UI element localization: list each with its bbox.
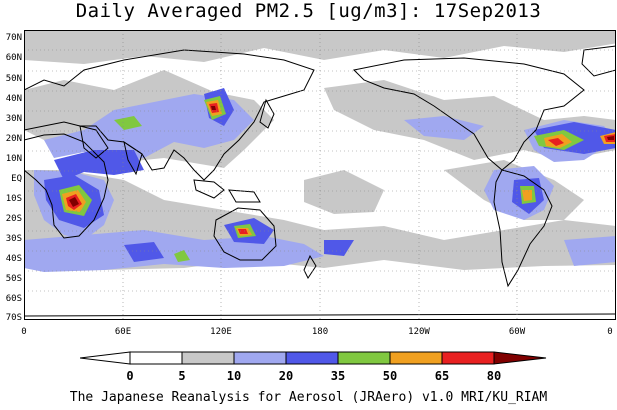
pm25-darkred-fields: [69, 106, 614, 207]
colorbar-level-50: 50: [383, 369, 397, 383]
lat-label-30n: 30N: [5, 114, 22, 124]
colorbar-swatch-4: [337, 351, 391, 365]
map-title: Daily Averaged PM2.5 [ug/m3]: 17Sep2013: [75, 0, 542, 22]
lat-label-70n: 70N: [5, 33, 22, 43]
pm25-map: [24, 30, 616, 320]
colorbar-swatch-5: [389, 351, 443, 365]
lat-label-10s: 10S: [5, 194, 22, 204]
colorbar-low-arrow: [80, 351, 131, 365]
lat-label-60s: 60S: [5, 294, 22, 304]
lat-label-10n: 10N: [5, 154, 22, 164]
colorbar-swatch-0: [129, 351, 183, 365]
lat-label-40s: 40S: [5, 254, 22, 264]
lon-label-120e: 120E: [210, 327, 232, 337]
colorbar-swatch-3: [285, 351, 339, 365]
colorbar-high-arrow: [493, 351, 547, 365]
lat-label-20n: 20N: [5, 134, 22, 144]
colorbar-level-35: 35: [331, 369, 345, 383]
lat-label-50n: 50N: [5, 74, 22, 84]
footer-credit: The Japanese Reanalysis for Aerosol (JRA…: [69, 390, 548, 405]
colorbar-swatch-6: [441, 351, 495, 365]
lat-label-50s: 50S: [5, 274, 22, 284]
lon-label-0-left: 0: [21, 327, 27, 337]
colorbar-swatch-2: [233, 351, 287, 365]
colorbar-level-10: 10: [227, 369, 241, 383]
map-frame: [24, 30, 616, 320]
lat-label-70s: 70S: [5, 313, 22, 323]
lon-label-0-right: 0: [607, 327, 613, 337]
lon-label-60w: 60W: [508, 327, 526, 337]
lat-label-20s: 20S: [5, 214, 22, 224]
colorbar: 0 5 10 20 35 50 65 80: [80, 350, 550, 386]
coastlines: [24, 45, 616, 317]
lat-label-40n: 40N: [5, 94, 22, 104]
lon-label-60e: 60E: [114, 327, 132, 337]
lat-label-30s: 30S: [5, 234, 22, 244]
colorbar-level-0: 0: [126, 369, 133, 383]
colorbar-swatch-1: [181, 351, 235, 365]
lat-label-60n: 60N: [5, 53, 22, 63]
colorbar-level-65: 65: [435, 369, 449, 383]
colorbar-level-20: 20: [279, 369, 293, 383]
lat-lon-grid: [24, 30, 616, 320]
lon-label-120w: 120W: [408, 327, 430, 337]
lon-label-180: 180: [311, 327, 329, 337]
colorbar-level-80: 80: [487, 369, 501, 383]
colorbar-level-5: 5: [178, 369, 185, 383]
lat-label-eq: EQ: [11, 174, 22, 184]
